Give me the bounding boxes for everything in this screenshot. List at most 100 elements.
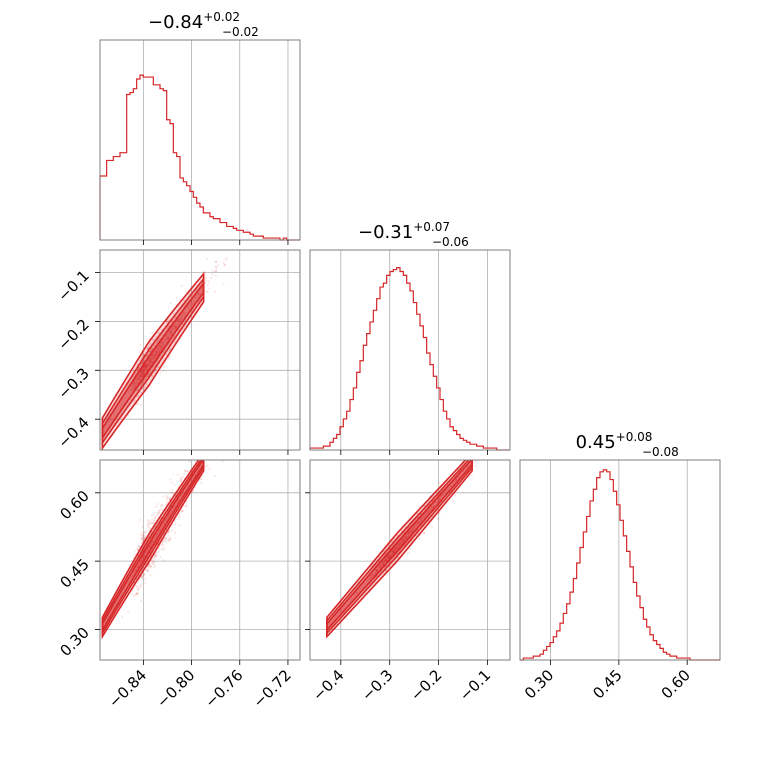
sample-point [144,377,147,381]
sample-point [154,537,157,540]
sample-point [162,340,165,343]
sample-point [149,378,152,381]
sample-point [174,326,178,329]
panel-frame [309,249,511,451]
sample-point [143,378,146,381]
sample-point [148,362,151,365]
sample-point [141,577,144,580]
sample-point [169,537,172,540]
sample-point [141,371,145,374]
sample-point [165,335,168,338]
sample-point [160,345,163,348]
sample-point [215,266,218,269]
sample-point [162,350,166,353]
sample-point [171,327,174,330]
sample-point [144,378,147,381]
sample-point [150,361,154,365]
sample-point [214,260,218,263]
sample-point [130,388,133,392]
sample-point [152,566,156,569]
sample-point [169,333,172,336]
sample-point [167,531,170,534]
sample-point [151,562,154,565]
sample-point [139,371,143,374]
sample-point [144,365,147,368]
sample-point [160,341,163,345]
sample-point [157,365,161,368]
sample-point [165,497,168,500]
sample-point [204,281,207,284]
sample-point [166,516,169,519]
sample-point [161,525,164,528]
sample-point [155,352,158,355]
sample-point [140,375,143,378]
sample-point [213,290,217,293]
sample-point [135,379,138,382]
sample-point [133,399,136,402]
sample-point [153,564,157,567]
sample-point [177,317,180,320]
sample-point [153,353,156,357]
sample-point [146,354,149,357]
sample-point [180,319,183,322]
sample-point [149,574,152,577]
sample-point [147,363,150,366]
x-tick-label: −0.76 [201,666,246,711]
sample-point [149,364,152,367]
sample-point [163,540,166,543]
x-tick-label: −0.72 [250,666,295,711]
sample-point [156,350,159,353]
sample-point [181,510,184,513]
sample-point [143,365,146,368]
sample-point [132,384,135,387]
sample-point [162,495,165,498]
sample-point [142,370,146,373]
sample-point [208,468,211,471]
sample-point [133,569,137,572]
sample-point [139,559,142,562]
sample-point [150,541,153,544]
sample-point [145,354,148,357]
sample-point [135,402,138,406]
sample-point [147,365,150,368]
sample-point [142,574,146,577]
sample-point [131,385,134,388]
sample-point [149,565,152,568]
y-tick-label: 0.60 [56,487,92,523]
sample-point [136,388,139,391]
sample-point [162,345,165,348]
sample-point [120,615,123,618]
sample-point [164,520,167,523]
sample-point [149,358,153,362]
sample-point [187,482,190,486]
sample-point [171,488,174,492]
sample-point [136,565,139,569]
sample-point [144,365,147,368]
sample-point [149,361,152,365]
sample-point [137,377,140,381]
sample-point [155,350,159,353]
sample-point [146,361,149,364]
sample-point [142,556,145,559]
sample-point [134,384,138,387]
x-tick-label: −0.3 [358,666,396,704]
sample-point [141,372,145,376]
sample-point [148,357,151,360]
sample-point [162,546,165,549]
sample-point [185,503,188,507]
sample-point [143,368,146,371]
y-tick-label: −0.2 [54,315,92,353]
sample-point [170,330,173,333]
sample-point [167,514,171,517]
sample-point [174,325,177,328]
sample-point [451,499,454,502]
sample-point [148,361,151,364]
panel-1-0: −0.4 −0.3 −0.2 −0.1 [54,249,301,455]
sample-point [140,369,143,372]
sample-point [140,369,143,373]
x-tick-label: −0.4 [309,666,347,704]
sample-point [214,260,218,263]
sample-point [137,374,140,377]
sample-point [169,331,172,334]
sample-point [149,360,152,363]
